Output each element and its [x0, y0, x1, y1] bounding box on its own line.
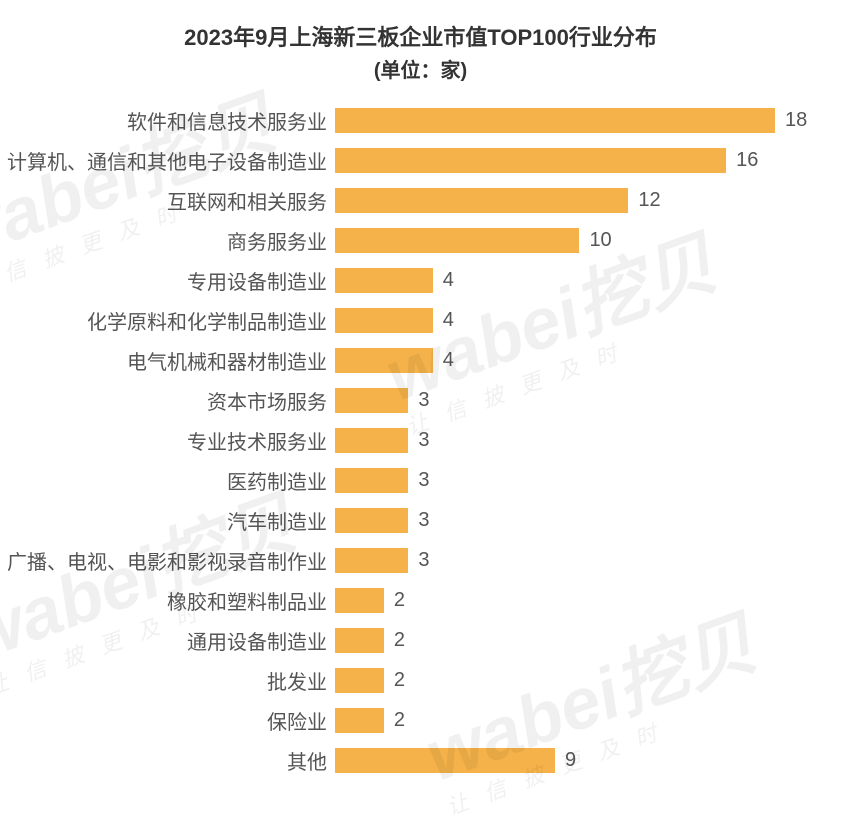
bar-row: 橡胶和塑料制品业 2	[0, 580, 841, 620]
chart-title: 2023年9月上海新三板企业市值TOP100行业分布	[0, 20, 841, 52]
bar-cell: 4	[335, 348, 841, 373]
category-label: 广播、电视、电影和影视录音制作业	[0, 546, 335, 575]
value-label: 4	[443, 269, 454, 292]
chart-subtitle: (单位：家)	[0, 54, 841, 83]
bar	[335, 228, 579, 253]
bar-row: 保险业 2	[0, 700, 841, 740]
value-label: 4	[443, 309, 454, 332]
bar-row: 汽车制造业 3	[0, 500, 841, 540]
bar-cell: 3	[335, 548, 841, 573]
bar-cell: 2	[335, 708, 841, 733]
bar	[335, 348, 433, 373]
bar-row: 批发业 2	[0, 660, 841, 700]
bar	[335, 388, 408, 413]
bar-cell: 3	[335, 468, 841, 493]
category-label: 其他	[0, 746, 335, 775]
bar	[335, 188, 628, 213]
category-label: 电气机械和器材制造业	[0, 346, 335, 375]
category-label: 商务服务业	[0, 226, 335, 255]
bar	[335, 708, 384, 733]
bar-row: 医药制造业 3	[0, 460, 841, 500]
bar-row: 软件和信息技术服务业 18	[0, 100, 841, 140]
value-label: 2	[394, 589, 405, 612]
bar-row: 计算机、通信和其他电子设备制造业 16	[0, 140, 841, 180]
bar	[335, 148, 726, 173]
bar	[335, 268, 433, 293]
chart-plot-area: 软件和信息技术服务业 18 计算机、通信和其他电子设备制造业 16 互联网和相关服务 12…	[0, 100, 841, 780]
value-label: 9	[565, 749, 576, 772]
category-label: 汽车制造业	[0, 506, 335, 535]
value-label: 3	[418, 469, 429, 492]
value-label: 3	[418, 389, 429, 412]
bar-cell: 10	[335, 228, 841, 253]
value-label: 2	[394, 629, 405, 652]
bar-row: 专用设备制造业 4	[0, 260, 841, 300]
value-label: 4	[443, 349, 454, 372]
bar-row: 其他 9	[0, 740, 841, 780]
bar	[335, 428, 408, 453]
bar-row: 广播、电视、电影和影视录音制作业 3	[0, 540, 841, 580]
bar-cell: 2	[335, 668, 841, 693]
bar-cell: 3	[335, 508, 841, 533]
bar-row: 化学原料和化学制品制造业 4	[0, 300, 841, 340]
category-label: 批发业	[0, 666, 335, 695]
category-label: 资本市场服务	[0, 386, 335, 415]
bar-cell: 4	[335, 268, 841, 293]
bar-cell: 16	[335, 148, 841, 173]
value-label: 3	[418, 509, 429, 532]
value-label: 2	[394, 669, 405, 692]
value-label: 10	[589, 229, 611, 252]
bar-row: 专业技术服务业 3	[0, 420, 841, 460]
bar-cell: 3	[335, 428, 841, 453]
bar-row: 资本市场服务 3	[0, 380, 841, 420]
bar-row: 通用设备制造业 2	[0, 620, 841, 660]
bar	[335, 628, 384, 653]
bar	[335, 588, 384, 613]
category-label: 专业技术服务业	[0, 426, 335, 455]
bar	[335, 508, 408, 533]
category-label: 橡胶和塑料制品业	[0, 586, 335, 615]
category-label: 保险业	[0, 706, 335, 735]
bar	[335, 668, 384, 693]
bar-cell: 3	[335, 388, 841, 413]
bar	[335, 308, 433, 333]
value-label: 12	[638, 189, 660, 212]
bar-cell: 18	[335, 108, 841, 133]
bar-cell: 12	[335, 188, 841, 213]
bar	[335, 548, 408, 573]
value-label: 3	[418, 549, 429, 572]
value-label: 2	[394, 709, 405, 732]
value-label: 16	[736, 149, 758, 172]
bar-cell: 4	[335, 308, 841, 333]
category-label: 化学原料和化学制品制造业	[0, 306, 335, 335]
bar-row: 互联网和相关服务 12	[0, 180, 841, 220]
category-label: 计算机、通信和其他电子设备制造业	[0, 146, 335, 175]
bar-cell: 9	[335, 748, 841, 773]
bar	[335, 748, 555, 773]
bar-row: 电气机械和器材制造业 4	[0, 340, 841, 380]
category-label: 通用设备制造业	[0, 626, 335, 655]
category-label: 专用设备制造业	[0, 266, 335, 295]
bar-cell: 2	[335, 628, 841, 653]
bar	[335, 468, 408, 493]
value-label: 3	[418, 429, 429, 452]
category-label: 互联网和相关服务	[0, 186, 335, 215]
value-label: 18	[785, 109, 807, 132]
category-label: 软件和信息技术服务业	[0, 106, 335, 135]
bar-cell: 2	[335, 588, 841, 613]
category-label: 医药制造业	[0, 466, 335, 495]
bar	[335, 108, 775, 133]
bar-row: 商务服务业 10	[0, 220, 841, 260]
